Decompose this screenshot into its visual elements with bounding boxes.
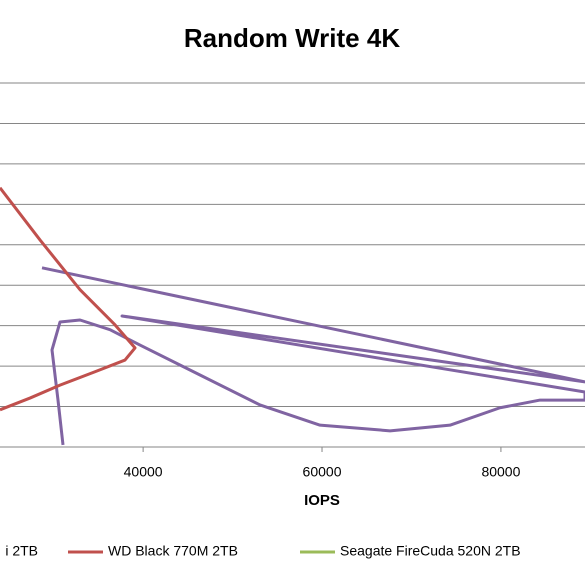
- legend-label: i 2TB: [5, 543, 38, 559]
- x-tick-label: 60000: [303, 464, 342, 480]
- legend-label: WD Black 770M 2TB: [108, 543, 238, 559]
- plot-area: [0, 186, 585, 446]
- chart-title: Random Write 4K: [184, 23, 400, 53]
- x-tick-label: 40000: [124, 464, 163, 480]
- legend-label: Seagate FireCuda 520N 2TB: [340, 543, 521, 559]
- x-tick-label: 80000: [481, 464, 520, 480]
- series-line: [41, 266, 585, 446]
- series-line: [0, 186, 137, 412]
- x-axis-title: IOPS: [304, 492, 340, 509]
